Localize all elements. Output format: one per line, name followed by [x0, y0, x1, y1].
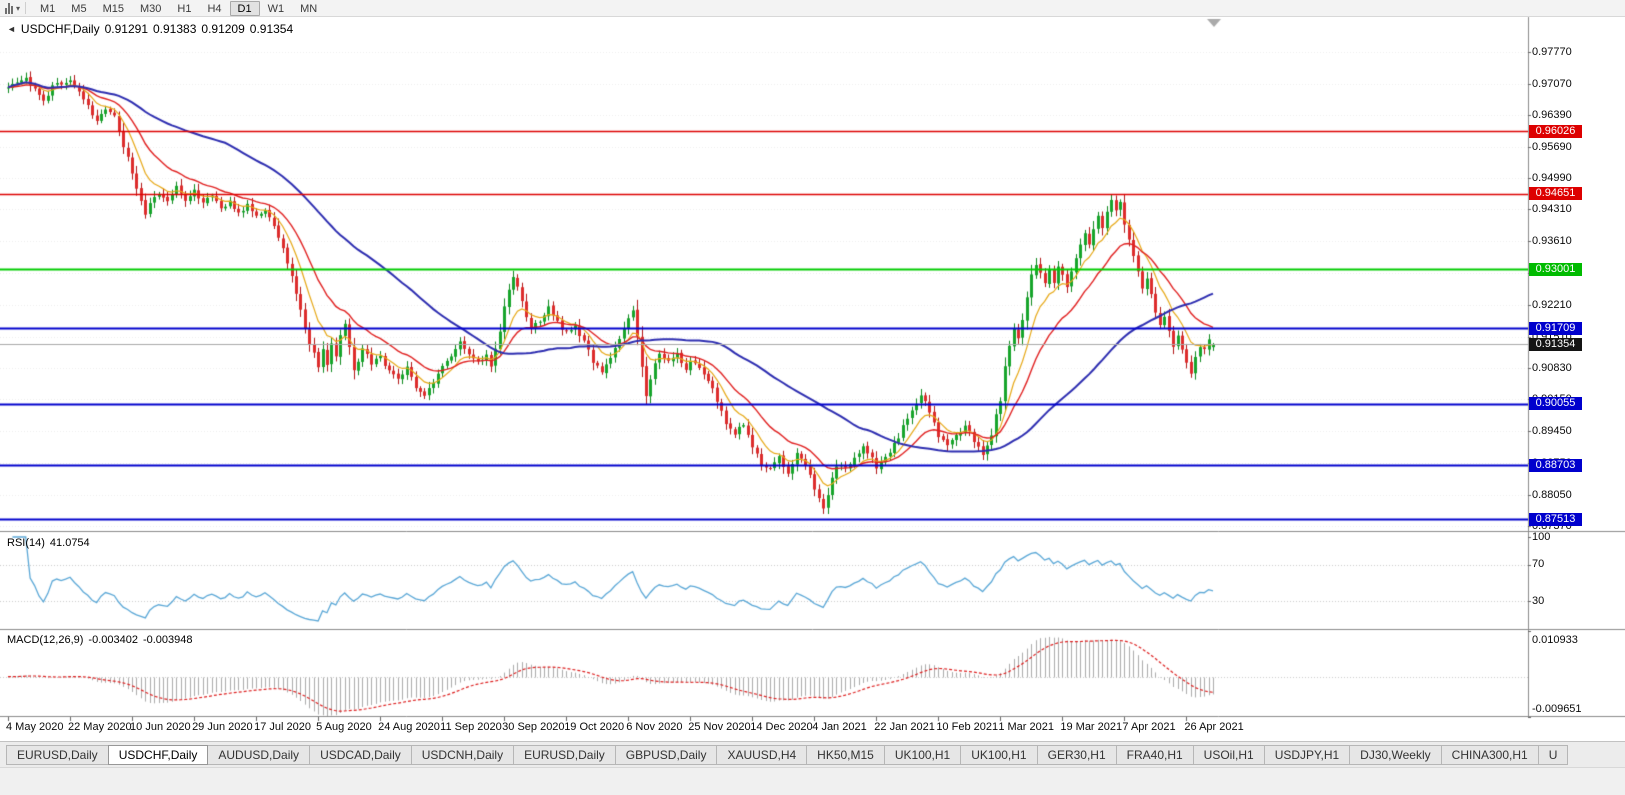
chart-tab-uk100-h1[interactable]: UK100,H1 — [883, 744, 962, 765]
timeframe-button-group: M1 M5 M15 M30 H1 H4 D1 W1 MN — [32, 0, 325, 16]
chart-tab-dj30-weekly[interactable]: DJ30,Weekly — [1349, 744, 1442, 765]
date-tick-label: 1 Mar 2021 — [998, 721, 1054, 733]
date-tick-label: 14 Dec 2020 — [750, 721, 813, 733]
chart-tab-usdcad-daily[interactable]: USDCAD,Daily — [309, 744, 412, 765]
macd-indicator-label: MACD(12,26,9) -0.003402 -0.003948 — [7, 634, 198, 646]
date-tick-label: 10 Feb 2021 — [936, 721, 999, 733]
date-tick-label: 22 May 2020 — [68, 721, 132, 733]
chart-high-value: 0.91383 — [153, 22, 197, 36]
timeframe-button-mn[interactable]: MN — [300, 2, 318, 15]
price-badge-0.87513: 0.87513 — [1529, 512, 1582, 526]
chart-tab-usdcnh-daily[interactable]: USDCNH,Daily — [410, 744, 515, 765]
date-tick-label: 4 Jan 2021 — [812, 721, 867, 733]
macd-max-label: 0.010933 — [1532, 634, 1578, 646]
rsi-indicator-label: RSI(14) 41.0754 — [7, 537, 95, 549]
date-tick-label: 17 Jul 2020 — [254, 721, 311, 733]
timeframe-button-m5[interactable]: M5 — [71, 2, 87, 15]
price-tick-label: 0.88050 — [1532, 488, 1572, 501]
price-badge-0.94651: 0.94651 — [1529, 187, 1582, 201]
date-tick-label: 10 Jun 2020 — [130, 721, 191, 733]
chart-menu-caret-icon[interactable]: ▾ — [16, 3, 21, 13]
timeframe-button-h1[interactable]: H1 — [177, 2, 192, 15]
date-tick-label: 26 Apr 2021 — [1184, 721, 1244, 733]
chart-tab-xauusd-h4[interactable]: XAUUSD,H4 — [716, 744, 808, 765]
status-bar — [0, 767, 1625, 795]
price-tick-label: 0.97070 — [1532, 77, 1572, 90]
chart-tab-u[interactable]: U — [1537, 744, 1569, 765]
chart-toolbar: ▾ M1 M5 M15 M30 H1 H4 D1 W1 MN — [0, 0, 1625, 17]
price-badge-0.91709: 0.91709 — [1529, 321, 1582, 335]
chart-tab-uk100-h1[interactable]: UK100,H1 — [960, 744, 1038, 765]
date-tick-label: 6 Nov 2020 — [626, 721, 683, 733]
chart-tab-ger30-h1[interactable]: GER30,H1 — [1036, 744, 1117, 765]
chart-tab-audusd-daily[interactable]: AUDUSD,Daily — [207, 744, 311, 765]
date-tick-label: 11 Sep 2020 — [440, 721, 502, 733]
rsi-value: 41.0754 — [49, 537, 90, 549]
price-tick-label: 0.95690 — [1532, 140, 1572, 153]
date-tick-label: 30 Sep 2020 — [502, 721, 565, 733]
price-badge-0.91354: 0.91354 — [1529, 337, 1582, 351]
date-tick-label: 29 Jun 2020 — [192, 721, 253, 733]
timeframe-button-m1[interactable]: M1 — [40, 2, 56, 15]
date-tick-label: 22 Jan 2021 — [874, 721, 935, 733]
timeframe-button-h4[interactable]: H4 — [207, 2, 222, 15]
rsi-level-100: 100 — [1532, 531, 1551, 543]
chart-tab-gbpusd-daily[interactable]: GBPUSD,Daily — [614, 744, 718, 765]
chart-ohlc-readout: ◄ USDCHF,Daily 0.91291 0.91383 0.91209 0.9135… — [7, 22, 298, 36]
price-tick-label: 0.97770 — [1532, 45, 1572, 58]
price-badge-0.93001: 0.93001 — [1529, 262, 1582, 276]
timeframe-button-m30[interactable]: M30 — [139, 2, 162, 15]
timeframe-button-w1[interactable]: W1 — [267, 2, 285, 15]
date-tick-label: 25 Nov 2020 — [688, 721, 751, 733]
date-tick-label: 5 Aug 2020 — [316, 721, 372, 733]
price-tick-label: 0.94310 — [1532, 203, 1572, 216]
chart-tab-eurusd-daily[interactable]: EURUSD,Daily — [6, 744, 109, 765]
chart-close-value: 0.91354 — [249, 22, 294, 36]
chart-type-icon[interactable] — [5, 2, 13, 14]
date-tick-label: 7 Apr 2021 — [1122, 721, 1176, 733]
date-tick-label: 24 Aug 2020 — [378, 721, 440, 733]
chart-symbol-period: USDCHF,Daily — [20, 22, 100, 36]
rsi-level-30: 30 — [1532, 595, 1545, 607]
timeframe-button-d1[interactable]: D1 — [229, 0, 260, 16]
price-tick-label: 0.94990 — [1532, 172, 1572, 185]
price-tick-label: 0.96390 — [1532, 108, 1572, 121]
price-badge-0.96026: 0.96026 — [1529, 124, 1582, 138]
collapse-arrow-icon[interactable]: ◄ — [7, 24, 16, 34]
chart-tab-usoil-h1[interactable]: USOil,H1 — [1192, 744, 1265, 765]
chart-tab-usdjpy-h1[interactable]: USDJPY,H1 — [1263, 744, 1351, 765]
date-tick-label: 19 Oct 2020 — [564, 721, 625, 733]
chart-tab-bar: EURUSD,Daily USDCHF,Daily AUDUSD,Daily USDC… — [0, 741, 1625, 767]
chart-low-value: 0.91209 — [201, 22, 245, 36]
chart-open-value: 0.91291 — [104, 22, 148, 36]
price-tick-label: 0.90830 — [1532, 362, 1572, 375]
price-tick-label: 0.92210 — [1532, 299, 1572, 312]
chart-tab-hk50-m15[interactable]: HK50,M15 — [806, 744, 885, 765]
price-badge-0.90055: 0.90055 — [1529, 397, 1582, 411]
macd-name: MACD(12,26,9) — [7, 634, 84, 646]
chart-tab-eurusd-daily[interactable]: EURUSD,Daily — [513, 744, 616, 765]
chart-tab-fra40-h1[interactable]: FRA40,H1 — [1115, 744, 1194, 765]
macd-min-label: -0.009651 — [1532, 703, 1582, 715]
rsi-name: RSI(14) — [7, 537, 45, 549]
toolbar-separator — [25, 2, 27, 14]
price-badge-0.88703: 0.88703 — [1529, 458, 1582, 472]
price-tick-label: 0.93610 — [1532, 235, 1572, 248]
timeframe-button-m15[interactable]: M15 — [102, 2, 124, 15]
price-tick-label: 0.89450 — [1532, 425, 1572, 438]
macd-signal-value: -0.003948 — [142, 634, 193, 646]
chart-tab-china300-h1[interactable]: CHINA300,H1 — [1440, 744, 1539, 765]
chart-tab-usdchf-daily[interactable]: USDCHF,Daily — [107, 744, 209, 765]
date-tick-label: 19 Mar 2021 — [1060, 721, 1123, 733]
macd-main-value: -0.003402 — [88, 634, 138, 646]
rsi-level-70: 70 — [1532, 558, 1545, 570]
date-tick-label: 4 May 2020 — [6, 721, 64, 733]
